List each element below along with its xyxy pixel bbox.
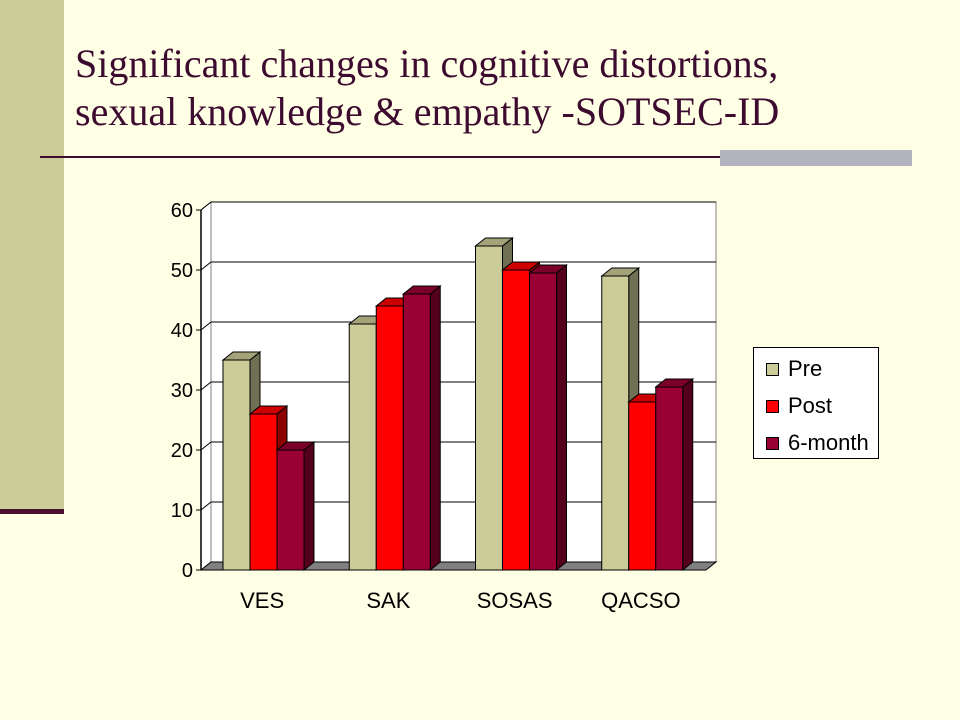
gridline-side [200,441,212,451]
y-tick-label: 50 [171,260,193,282]
y-tick-label: 0 [182,560,193,582]
gridline-side [200,321,212,331]
gridline-side [200,201,212,211]
bar-front [628,401,657,571]
gridline-side [200,501,212,511]
chart-legend: Pre Post 6-month [753,347,879,459]
bar-side [682,377,694,572]
bar-front [529,272,557,571]
slide-title: Significant changes in cognitive distort… [75,40,935,136]
bar-front [348,323,377,571]
legend-item-pre: Pre [766,356,822,382]
y-tick-label: 10 [171,500,193,522]
bar-front [276,449,305,571]
legend-label-6-month: 6-month [788,430,869,455]
left-accent-bar [0,0,64,510]
gridline-side [200,261,212,271]
bar [275,440,316,572]
bar-front [402,293,431,571]
bar-side [429,284,441,572]
bar-side [556,263,567,572]
bar-front [475,245,503,571]
legend-swatch-post [766,399,779,413]
legend-swatch-6-month [766,436,779,450]
title-accent-block [720,150,912,166]
bar [528,263,568,572]
bar [654,377,695,572]
x-tick-label: QACSO [601,588,680,613]
x-tick-label: SAK [366,588,410,613]
legend-label-pre: Pre [788,356,823,381]
slide-title-line-2: sexual knowledge & empathy -SOTSEC-ID [75,89,780,134]
bar-front [502,269,530,571]
y-tick-label: 60 [171,200,193,222]
legend-item-post: Post [766,393,832,419]
legend-item-6-month: 6-month [766,430,869,456]
bar-front [655,386,684,571]
legend-label-post: Post [788,393,833,418]
gridline-side [200,381,212,391]
bar-side [303,440,315,572]
x-tick-label: VES [240,588,284,613]
slide-title-line-1: Significant changes in cognitive distort… [75,41,779,86]
y-tick-label: 40 [171,320,193,342]
bar-front [601,275,630,571]
y-tick-label: 30 [171,380,193,402]
bar-front [249,413,278,571]
title-underline [40,156,912,158]
left-accent-bar-end [0,509,64,514]
bar-front [375,305,404,571]
x-tick-label: SOSAS [477,588,553,613]
legend-swatch-pre [766,362,779,376]
bar-front [222,359,251,571]
bar [401,284,442,572]
y-tick-label: 20 [171,440,193,462]
